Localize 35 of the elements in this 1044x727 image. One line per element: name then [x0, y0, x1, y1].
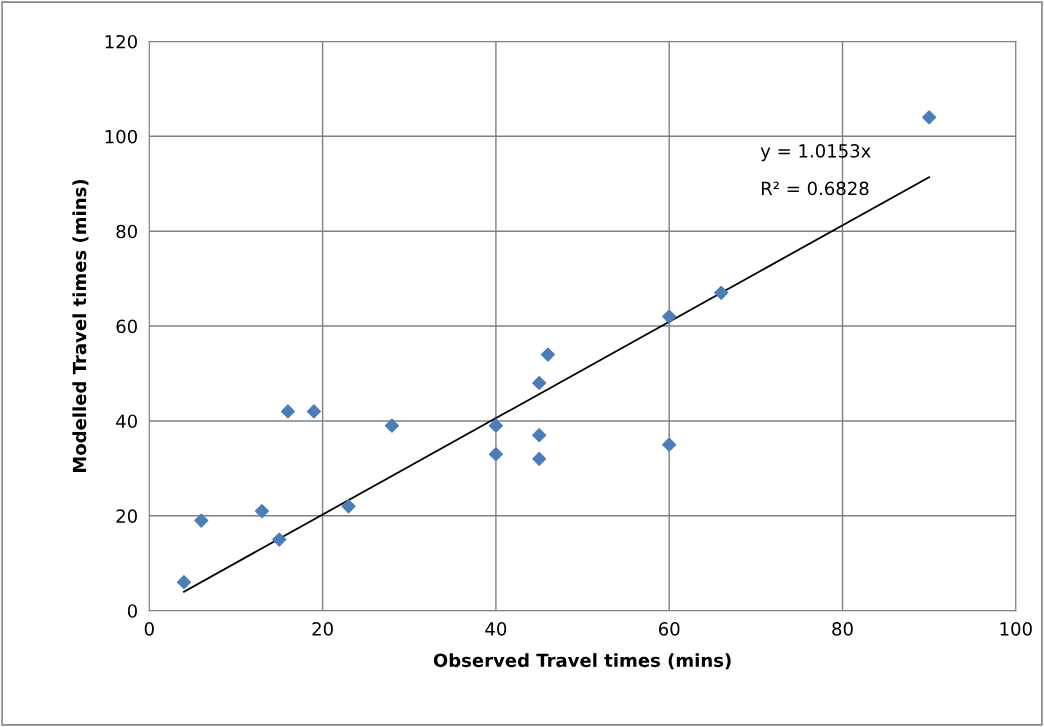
y-tick-label: 60 [116, 319, 137, 334]
point [384, 418, 399, 433]
x-tick-label: 40 [485, 622, 507, 636]
point [176, 575, 192, 590]
annotation: R² = 0.6828 [761, 181, 869, 196]
y-tick-label: 20 [116, 509, 137, 523]
y-tick-label: 80 [116, 224, 137, 239]
point [272, 532, 287, 547]
point [532, 451, 547, 466]
x-tick-label: 80 [832, 622, 853, 636]
y-tick-label: 40 [116, 414, 137, 429]
point [254, 504, 269, 519]
point [540, 347, 555, 362]
y-axis-title: Modelled Travel times (mins) [72, 179, 89, 473]
point [488, 447, 503, 462]
y-tick-label: 100 [105, 129, 137, 144]
point [306, 404, 321, 419]
x-tick-label: 100 [1000, 622, 1032, 636]
point [341, 499, 356, 514]
x-tick-label: 20 [312, 622, 333, 636]
point [194, 513, 209, 528]
y-tick-label: 120 [105, 34, 137, 49]
point [662, 437, 677, 452]
point [922, 110, 937, 125]
annotation: y = 1.0153x [760, 144, 871, 162]
point [532, 428, 547, 443]
point [488, 418, 503, 433]
x-tick-label: 0 [144, 622, 154, 636]
x-axis-title: Observed Travel times (mins) [433, 653, 731, 670]
point [662, 309, 677, 324]
x-tick-label: 60 [658, 622, 680, 636]
point [280, 404, 295, 419]
point [714, 285, 729, 300]
y-tick-label: 0 [127, 604, 137, 618]
point [532, 375, 547, 391]
